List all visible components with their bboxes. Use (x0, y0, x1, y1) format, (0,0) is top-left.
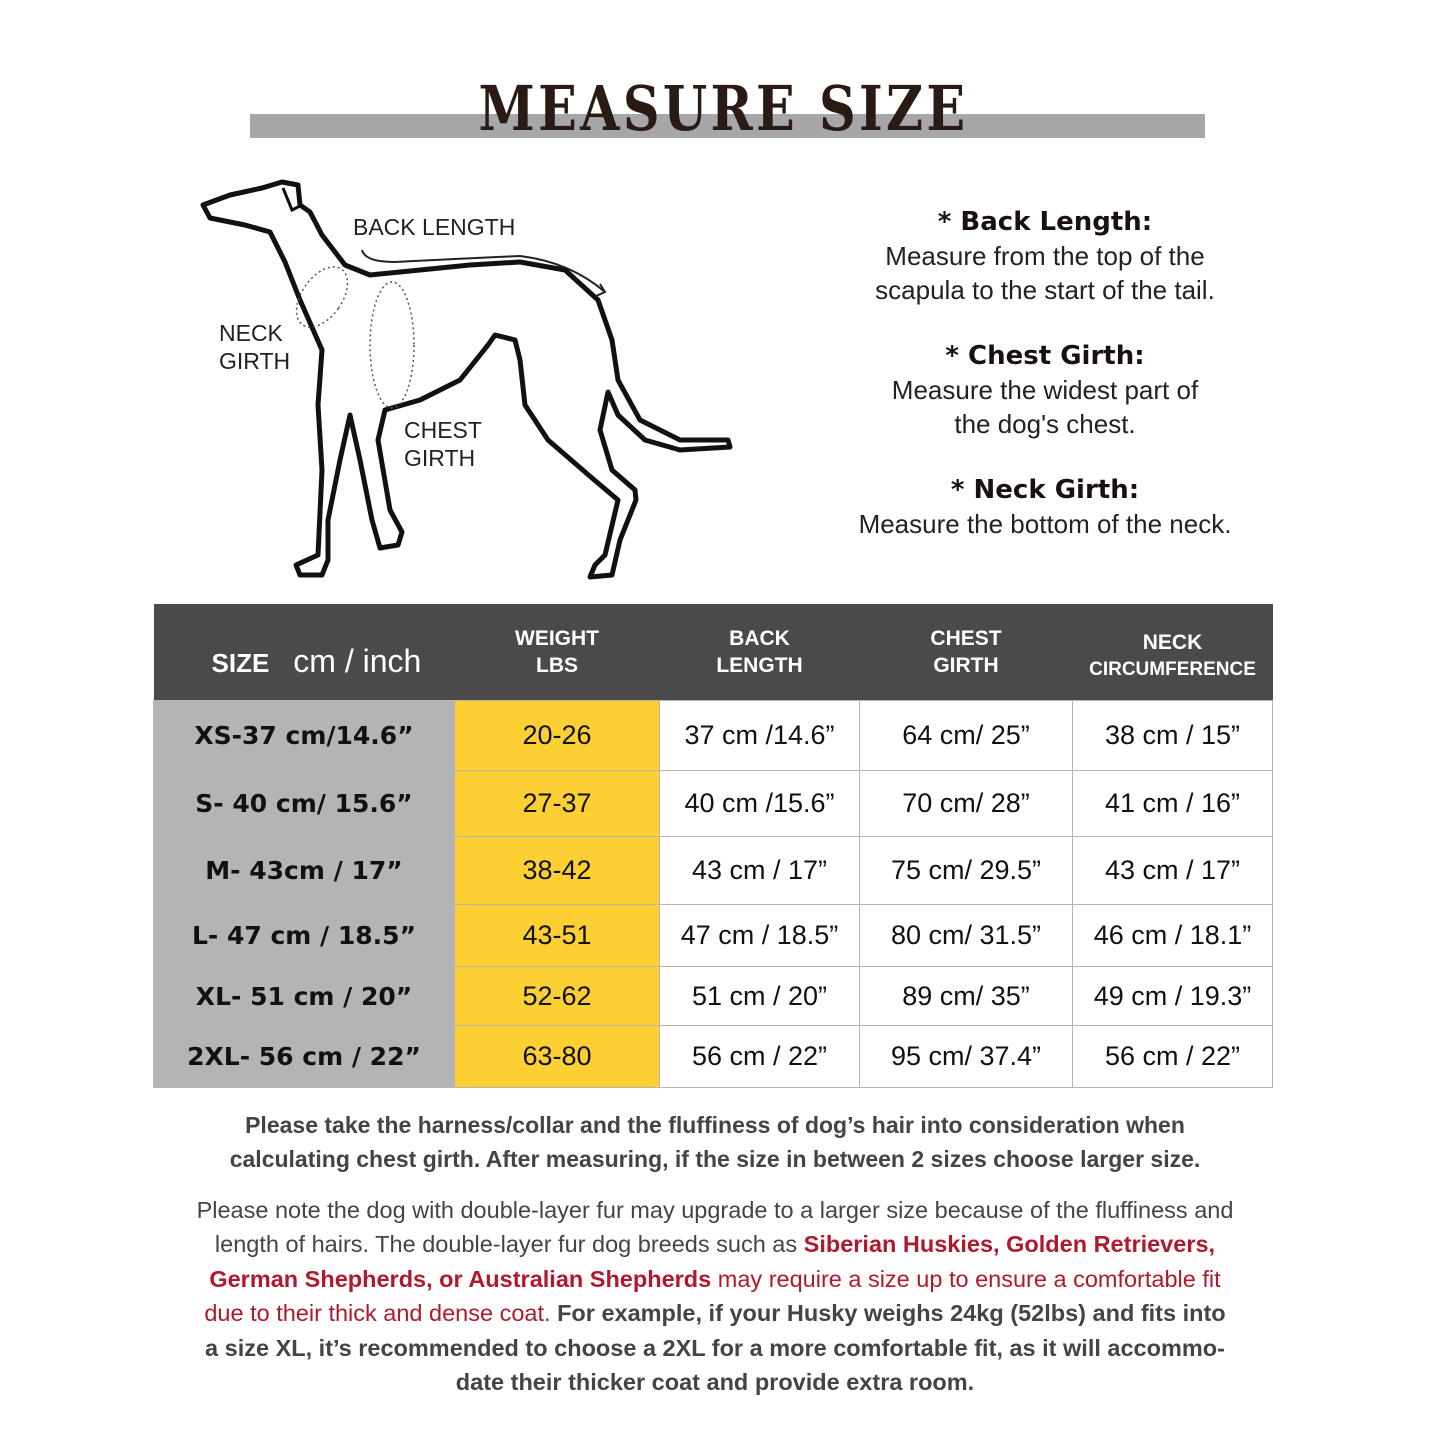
weight-cell: 43-51 (454, 904, 660, 967)
label-chest-girth: CHEST GIRTH (404, 416, 482, 472)
table-row: S- 40 cm/ 15.6” 27-37 40 cm /15.6” 70 cm/ 2… (153, 770, 1273, 837)
neck-cell: 56 cm / 22” (1072, 1025, 1273, 1088)
note-red-text: due to their thick and dense coat. (204, 1300, 558, 1327)
note-double-layer-fur: Please note the dog with double-layer fu… (150, 1193, 1280, 1399)
weight-cell: 20-26 (454, 700, 660, 771)
definition-text: Measure the bottom of the neck. (858, 509, 1232, 539)
note-line: a size XL, it’s recommended to choose a … (205, 1334, 1225, 1361)
ear (281, 187, 301, 213)
note-chest-girth: Please take the harness/collar and the f… (150, 1108, 1280, 1176)
note-line: due to their thick and dense coat. For e… (150, 1296, 1280, 1330)
header-line: BACK (729, 627, 790, 650)
label-line: CHEST (404, 417, 482, 443)
dog-measurement-diagram (200, 179, 733, 580)
back-length-cell: 40 cm /15.6” (659, 770, 860, 837)
definition-text: Measure from the top of the (885, 241, 1205, 271)
back-length-cell: 51 cm / 20” (659, 966, 860, 1026)
title-bar (250, 114, 1205, 138)
chest-girth-cell: 70 cm/ 28” (859, 770, 1073, 837)
label-neck-girth: NECK GIRTH (219, 319, 290, 375)
weight-cell: 63-80 (454, 1025, 660, 1088)
breed-highlight: Siberian Huskies, Golden Retrievers, (803, 1231, 1216, 1258)
back-length-cell: 47 cm / 18.5” (659, 904, 860, 967)
breed-highlight: German Shepherds, or Australian Shepherd… (209, 1265, 712, 1292)
table-header-row: SIZE cm / inch WEIGHT LBS BACK LENGTH CHEST… (153, 604, 1273, 701)
chest-girth-cell: 64 cm/ 25” (859, 700, 1073, 771)
neck-cell: 41 cm / 16” (1072, 770, 1273, 837)
note-red-text: may require a size up to ensure a comfor… (711, 1265, 1221, 1292)
table-row: XL- 51 cm / 20” 52-62 51 cm / 20” 89 cm/ 35… (153, 966, 1273, 1026)
note-text: length of hairs. The double-layer fur do… (214, 1231, 804, 1258)
note-line: length of hairs. The double-layer fur do… (150, 1227, 1280, 1261)
header-line: GIRTH (933, 654, 999, 677)
table-row: L- 47 cm / 18.5” 43-51 47 cm / 18.5” 80 cm/… (153, 904, 1273, 967)
definition-text: the dog's chest. (954, 409, 1136, 439)
table-row: M- 43cm / 17” 38-42 43 cm / 17” 75 cm/ 29.5… (153, 836, 1273, 905)
definition-neck-girth: * Neck Girth: Measure the bottom of the n… (800, 473, 1290, 541)
size-cell: S- 40 cm/ 15.6” (153, 770, 455, 837)
header-weight: WEIGHT LBS (454, 604, 660, 701)
example-text: For example, if your Husky weighs 24kg (… (557, 1300, 1226, 1327)
label-line: NECK (219, 320, 283, 346)
neck-cell: 49 cm / 19.3” (1072, 966, 1273, 1026)
neck-girth-loop (295, 266, 349, 328)
chest-girth-cell: 89 cm/ 35” (859, 966, 1073, 1026)
weight-cell: 27-37 (454, 770, 660, 837)
label-back-length: BACK LENGTH (353, 214, 516, 240)
note-line: date their thicker coat and provide extr… (455, 1369, 975, 1396)
definition-heading: * Chest Girth: (945, 341, 1145, 371)
header-neck: NECK CIRCUMFERENCE (1072, 604, 1273, 701)
note-line: calculating chest girth. After measuring… (229, 1146, 1201, 1172)
size-cell: M- 43cm / 17” (153, 836, 455, 905)
size-cell: L- 47 cm / 18.5” (153, 904, 455, 967)
back-length-cell: 43 cm / 17” (659, 836, 860, 905)
label-line: GIRTH (219, 348, 291, 374)
weight-cell: 38-42 (454, 836, 660, 905)
table-row: 2XL- 56 cm / 22” 63-80 56 cm / 22” 95 cm/ 3… (153, 1025, 1273, 1088)
weight-cell: 52-62 (454, 966, 660, 1026)
page-title: MEASURE SIZE (478, 72, 969, 145)
chest-girth-cell: 80 cm/ 31.5” (859, 904, 1073, 967)
header-back-length: BACK LENGTH (659, 604, 860, 701)
back-length-cell: 56 cm / 22” (659, 1025, 860, 1088)
back-length-line (361, 249, 606, 293)
neck-cell: 43 cm / 17” (1072, 836, 1273, 905)
header-line: LBS (536, 654, 578, 677)
size-cell: XS-37 cm/14.6” (153, 700, 455, 771)
chest-girth-loop (369, 281, 415, 409)
back-length-cell: 37 cm /14.6” (659, 700, 860, 771)
size-cell: XL- 51 cm / 20” (153, 966, 455, 1026)
size-cell: 2XL- 56 cm / 22” (153, 1025, 455, 1088)
chest-girth-cell: 75 cm/ 29.5” (859, 836, 1073, 905)
definition-back-length: * Back Length: Measure from the top of th… (800, 205, 1290, 307)
dog-outline (200, 179, 733, 580)
header-line: NECK (1142, 631, 1203, 654)
header-size: SIZE cm / inch (153, 604, 455, 701)
header-line: CIRCUMFERENCE (1089, 659, 1256, 680)
header-size-label: SIZE (211, 647, 270, 678)
header-line: LENGTH (716, 654, 803, 677)
header-line: WEIGHT (515, 627, 599, 650)
chest-girth-cell: 95 cm/ 37.4” (859, 1025, 1073, 1088)
definition-text: scapula to the start of the tail. (875, 275, 1215, 305)
size-table: SIZE cm / inch WEIGHT LBS BACK LENGTH CHEST… (153, 604, 1273, 1088)
header-size-unit: cm / inch (293, 642, 422, 679)
note-line: German Shepherds, or Australian Shepherd… (150, 1262, 1280, 1296)
header-line: CHEST (930, 627, 1002, 650)
neck-cell: 46 cm / 18.1” (1072, 904, 1273, 967)
label-line: GIRTH (404, 445, 476, 471)
header-chest-girth: CHEST GIRTH (859, 604, 1073, 701)
definition-chest-girth: * Chest Girth: Measure the widest part of… (800, 339, 1290, 441)
definition-heading: * Neck Girth: (950, 475, 1140, 505)
measurement-definitions: * Back Length: Measure from the top of th… (800, 205, 1290, 573)
table-row: XS-37 cm/14.6” 20-26 37 cm /14.6” 64 cm/ 25… (153, 700, 1273, 771)
neck-cell: 38 cm / 15” (1072, 700, 1273, 771)
note-line: Please take the harness/collar and the f… (245, 1112, 1185, 1138)
definition-text: Measure the widest part of (891, 375, 1199, 405)
arrow-icon (595, 283, 607, 297)
note-line: Please note the dog with double-layer fu… (196, 1197, 1234, 1223)
definition-heading: * Back Length: (937, 207, 1153, 237)
